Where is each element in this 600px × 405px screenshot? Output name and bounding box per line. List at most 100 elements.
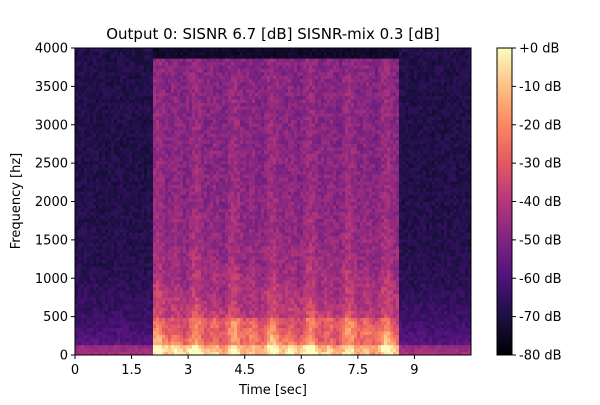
spectrogram-cell [234,174,237,178]
spectrogram-cell [213,317,216,321]
spectrogram-cell [228,263,231,267]
spectrogram-cell [168,263,171,267]
spectrogram-cell [159,317,162,321]
spectrogram-cell [153,222,156,226]
spectrogram-cell [201,266,204,270]
spectrogram-cell [213,287,216,291]
spectrogram-cell [123,106,126,110]
spectrogram-cell [78,167,81,171]
spectrogram-cell [165,253,168,257]
spectrogram-cell [207,96,210,100]
spectrogram-cell [183,249,186,253]
spectrogram-cell [237,222,240,226]
spectrogram-cell [159,103,162,107]
spectrogram-cell [123,205,126,209]
spectrogram-cell [204,202,207,206]
spectrogram-cell [240,277,243,281]
spectrogram-cell [234,280,237,284]
spectrogram-cell [156,273,159,277]
spectrogram-cell [75,171,78,175]
spectrogram-cell [159,48,162,52]
spectrogram-cell [204,253,207,257]
spectrogram-cell [237,219,240,223]
spectrogram-cell [156,130,159,134]
spectrogram-cell [192,86,195,90]
spectrogram-cell [147,154,150,158]
spectrogram-cell [90,99,93,103]
spectrogram-cell [216,161,219,165]
spectrogram-cell [207,140,210,144]
spectrogram-cell [204,130,207,134]
spectrogram-cell [207,198,210,202]
spectrogram-cell [231,161,234,165]
spectrogram-cell [87,62,90,66]
spectrogram-cell [213,341,216,345]
spectrogram-cell [219,195,222,199]
spectrogram-cell [228,328,231,332]
spectrogram-cell [120,345,123,349]
spectrogram-cell [231,208,234,212]
spectrogram-cell [132,229,135,233]
spectrogram-cell [237,188,240,192]
spectrogram-cell [171,338,174,342]
spectrogram-cell [216,191,219,195]
spectrogram-cell [192,202,195,206]
spectrogram-cell [144,222,147,226]
spectrogram-cell [132,184,135,188]
spectrogram-cell [162,82,165,86]
spectrogram-cell [156,253,159,257]
spectrogram-cell [180,62,183,66]
spectrogram-cell [231,239,234,243]
spectrogram-cell [93,82,96,86]
spectrogram-cell [231,171,234,175]
spectrogram-cell [78,205,81,209]
spectrogram-cell [222,341,225,345]
spectrogram-cell [123,341,126,345]
spectrogram-cell [147,65,150,69]
spectrogram-cell [96,75,99,79]
spectrogram-cell [222,277,225,281]
spectrogram-cell [171,198,174,202]
spectrogram-cell [213,294,216,298]
spectrogram-cell [156,178,159,182]
spectrogram-cell [207,229,210,233]
spectrogram-cell [195,263,198,267]
spectrogram-cell [183,72,186,76]
spectrogram-cell [231,345,234,349]
spectrogram-cell [135,222,138,226]
spectrogram-cell [153,72,156,76]
spectrogram-cell [81,120,84,124]
spectrogram-cell [231,126,234,130]
spectrogram-cell [198,181,201,185]
spectrogram-cell [93,55,96,59]
spectrogram-cell [192,249,195,253]
spectrogram-cell [198,157,201,161]
spectrogram-cell [159,242,162,246]
spectrogram-cell [96,171,99,175]
spectrogram-cell [132,239,135,243]
spectrogram-cell [213,263,216,267]
spectrogram-cell [183,256,186,260]
spectrogram-cell [210,270,213,274]
spectrogram-cell [174,307,177,311]
spectrogram-cell [105,161,108,165]
spectrogram-cell [141,300,144,304]
spectrogram-cell [183,263,186,267]
spectrogram-cell [177,297,180,301]
spectrogram-cell [237,150,240,154]
spectrogram-cell [78,246,81,250]
spectrogram-cell [168,62,171,66]
spectrogram-cell [195,311,198,315]
spectrogram-cell [192,242,195,246]
spectrogram-cell [147,331,150,335]
spectrogram-cell [186,79,189,83]
spectrogram-cell [171,249,174,253]
spectrogram-cell [117,249,120,253]
spectrogram-cell [75,103,78,107]
spectrogram-cell [147,215,150,219]
spectrogram-cell [129,205,132,209]
spectrogram-cell [189,341,192,345]
spectrogram-cell [96,290,99,294]
spectrogram-cell [120,103,123,107]
spectrogram-cell [240,229,243,233]
